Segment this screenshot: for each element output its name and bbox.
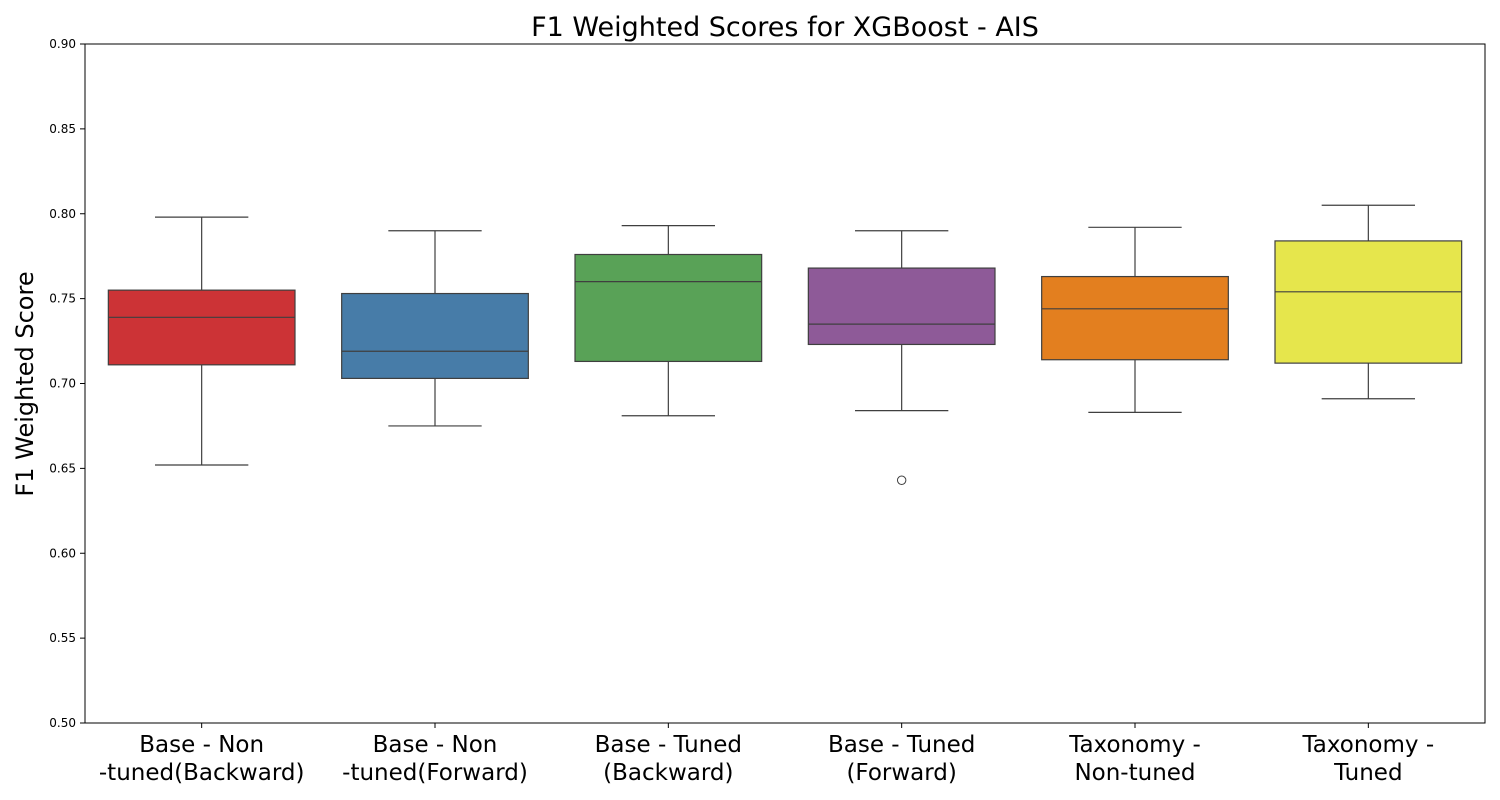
x-tick-label: Tuned [1333, 760, 1402, 786]
chart-title: F1 Weighted Scores for XGBoost - AIS [531, 12, 1039, 43]
plot-area: 0.50 0.55 0.60 0.65 0.70 0.75 0.80 0.85 0.90 Base… [49, 37, 1463, 786]
x-tick-label: Base - Tuned [595, 732, 742, 758]
box-iqr [341, 292, 529, 380]
y-tick-label: 0.50 [49, 716, 76, 730]
y-tick-label: 0.85 [49, 122, 76, 136]
box-iqr [1274, 240, 1463, 364]
y-tick-label: 0.60 [49, 546, 76, 560]
y-axis-label: F1 Weighted Score [11, 271, 39, 496]
box-iqr [574, 253, 763, 363]
x-tick-label: (Backward) [603, 760, 733, 786]
plot-frame [84, 43, 1486, 724]
y-tick-label: 0.55 [49, 631, 76, 645]
x-tick-label: -tuned(Backward) [99, 760, 305, 786]
y-tick-label: 0.90 [49, 37, 76, 51]
y-tick-label: 0.80 [49, 207, 76, 221]
box-iqr [807, 267, 996, 346]
x-tick-label: Non-tuned [1074, 760, 1195, 786]
y-tick-label: 0.70 [49, 377, 76, 391]
x-tick-label: Base - Tuned [828, 732, 975, 758]
x-tick-label: Base - Non [139, 732, 264, 758]
x-tick-label: Base - Non [373, 732, 498, 758]
box-iqr [107, 289, 296, 366]
x-tick-label: Taxonomy - [1068, 732, 1201, 758]
x-tick-label: -tuned(Forward) [342, 760, 528, 786]
y-tick-label: 0.75 [49, 292, 76, 306]
x-tick-label: Taxonomy - [1302, 732, 1435, 758]
y-tick-label: 0.65 [49, 461, 76, 475]
x-tick-label: (Forward) [846, 760, 956, 786]
outlier-point [896, 475, 907, 485]
box-iqr [1041, 275, 1229, 361]
